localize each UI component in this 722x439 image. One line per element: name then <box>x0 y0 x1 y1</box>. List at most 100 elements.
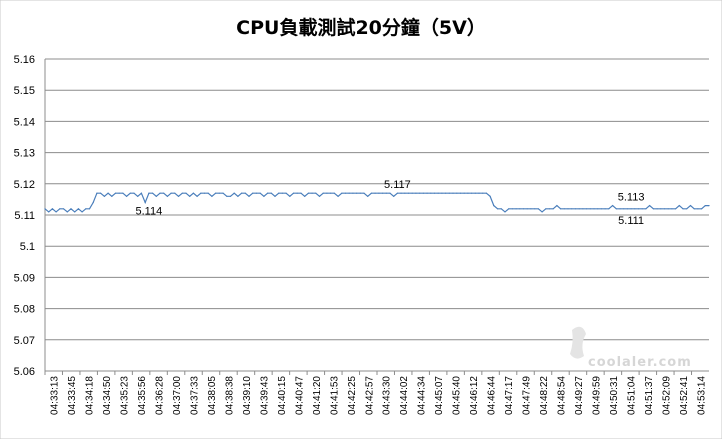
x-tick-label: 04:35:56 <box>137 376 148 415</box>
data-point <box>304 195 306 197</box>
data-point <box>675 208 677 210</box>
data-point <box>140 192 142 194</box>
x-tick-label: 04:37:00 <box>172 376 183 415</box>
x-tick-label: 04:38:38 <box>224 376 235 415</box>
data-point <box>604 208 606 210</box>
data-label: 5.114 <box>136 206 163 218</box>
data-point <box>370 192 372 194</box>
data-point <box>508 208 510 210</box>
data-point <box>148 192 150 194</box>
y-tick-label: 5.08 <box>14 304 35 316</box>
data-label: 5.111 <box>618 215 644 227</box>
data-point <box>81 211 83 213</box>
gridlines <box>45 58 709 372</box>
data-point <box>497 208 499 210</box>
y-tick-label: 5.06 <box>14 366 35 378</box>
data-point <box>226 195 228 197</box>
data-point <box>441 192 443 194</box>
data-point <box>382 192 384 194</box>
data-point <box>667 208 669 210</box>
data-point <box>333 192 335 194</box>
data-point <box>597 208 599 210</box>
data-point <box>526 208 528 210</box>
data-point <box>92 201 94 204</box>
x-tick-label: 04:36:28 <box>155 376 166 415</box>
x-tick-label: 04:40:15 <box>277 376 288 415</box>
data-point <box>114 192 117 194</box>
data-point <box>637 208 640 210</box>
data-point <box>292 192 295 194</box>
data-point <box>682 208 684 210</box>
data-point <box>511 208 513 210</box>
data-point <box>233 192 235 194</box>
watermark-logo: coolaler.com <box>570 326 691 370</box>
x-tick-label: 04:39:43 <box>259 376 270 415</box>
data-point <box>623 208 625 210</box>
data-point <box>74 211 76 213</box>
data-point <box>326 192 328 194</box>
data-point <box>344 192 347 194</box>
data-point <box>660 208 662 210</box>
data-point <box>222 192 224 194</box>
x-tick-label: 04:44:34 <box>417 376 428 415</box>
data-point <box>708 205 710 207</box>
data-point <box>534 208 536 210</box>
data-point <box>307 192 309 194</box>
data-point <box>244 192 246 194</box>
data-point <box>678 205 680 207</box>
data-point <box>330 192 332 194</box>
data-point <box>519 208 521 210</box>
x-tick-label: 04:46:44 <box>487 376 498 415</box>
x-tick-label: 04:49:59 <box>591 376 602 415</box>
data-point <box>348 192 350 194</box>
data-point <box>415 192 417 194</box>
data-point <box>430 192 432 194</box>
data-point <box>192 192 194 194</box>
data-point <box>541 211 543 213</box>
data-point <box>211 195 213 197</box>
data-point <box>589 208 591 210</box>
x-tick-label: 04:47:17 <box>504 376 515 415</box>
data-point <box>404 192 406 194</box>
x-tick-label: 04:33:45 <box>67 376 78 415</box>
data-point <box>322 192 324 194</box>
data-point <box>478 192 480 194</box>
data-labels: 5.114 5.117 5.113 5.111 <box>136 179 645 227</box>
data-point <box>278 192 280 194</box>
chart-title: CPU負載測試20分鐘（5V） <box>236 16 486 39</box>
data-point <box>530 208 532 210</box>
data-point <box>701 208 703 210</box>
data-point <box>59 208 61 210</box>
data-point <box>111 195 113 197</box>
data-point <box>489 195 491 197</box>
data-point <box>593 208 595 210</box>
data-point <box>608 208 610 210</box>
data-point <box>571 208 573 210</box>
y-tick-label: 5.07 <box>14 335 35 347</box>
data-point <box>248 195 250 197</box>
data-point <box>103 195 105 197</box>
data-point <box>159 192 161 194</box>
data-point <box>337 195 339 197</box>
data-point <box>166 195 168 197</box>
data-point <box>493 205 495 207</box>
x-tick-label: 04:34:18 <box>85 376 96 415</box>
data-point <box>289 195 291 197</box>
data-point <box>471 192 473 194</box>
data-point <box>485 192 487 194</box>
data-point <box>378 192 380 194</box>
data-point <box>459 192 462 194</box>
x-tick-label: 04:37:33 <box>190 376 201 415</box>
data-point <box>126 195 128 197</box>
data-point <box>704 205 706 207</box>
data-point <box>48 211 50 213</box>
y-axis-tick-labels: 5.06 5.07 5.08 5.09 5.1 5.11 5.12 5.13 5.14 5.15 5… <box>14 54 35 378</box>
data-point <box>100 192 102 194</box>
data-point <box>697 208 699 210</box>
y-tick-label: 5.16 <box>14 54 35 66</box>
data-point <box>341 192 343 194</box>
data-point <box>359 192 361 194</box>
data-point <box>70 208 72 210</box>
